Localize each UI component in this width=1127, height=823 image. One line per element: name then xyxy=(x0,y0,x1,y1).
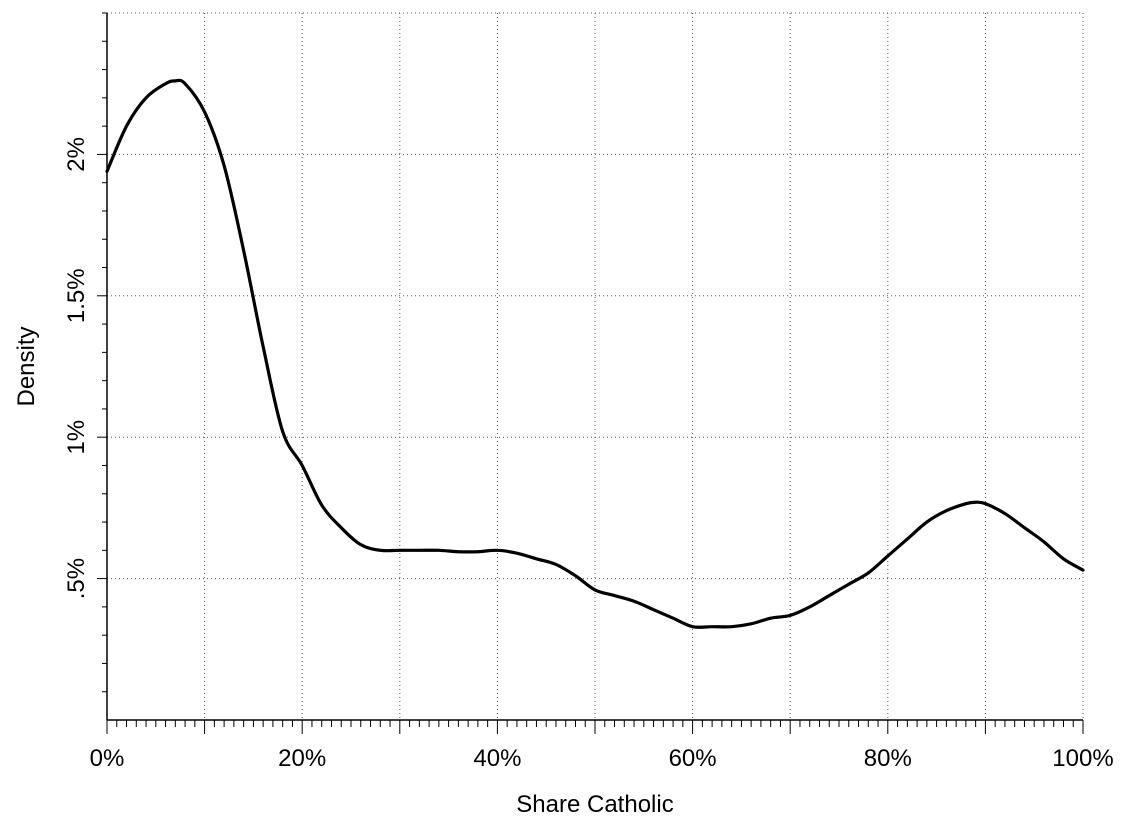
x-axis-title: Share Catholic xyxy=(516,791,673,818)
tick-labels: 0% 20% 40% 60% 80% 100% .5% 1% 1.5% 2% xyxy=(63,137,1114,772)
x-tick-label: 60% xyxy=(669,745,717,772)
x-tick-label: 0% xyxy=(90,745,125,772)
grid-lines xyxy=(107,12,1084,720)
series-layer xyxy=(105,78,1085,629)
axes xyxy=(97,12,1084,734)
x-tick-label: 40% xyxy=(473,745,521,772)
density-curve xyxy=(105,78,1085,629)
y-tick-label: 1.5% xyxy=(63,268,90,323)
y-tick-label: 1% xyxy=(63,420,90,455)
y-tick-label: 2% xyxy=(63,137,90,172)
y-tick-label: .5% xyxy=(63,558,90,599)
x-tick-label: 80% xyxy=(864,745,912,772)
x-tick-label: 20% xyxy=(278,745,326,772)
x-tick-label: 100% xyxy=(1052,745,1113,772)
y-axis-title: Density xyxy=(13,326,40,406)
